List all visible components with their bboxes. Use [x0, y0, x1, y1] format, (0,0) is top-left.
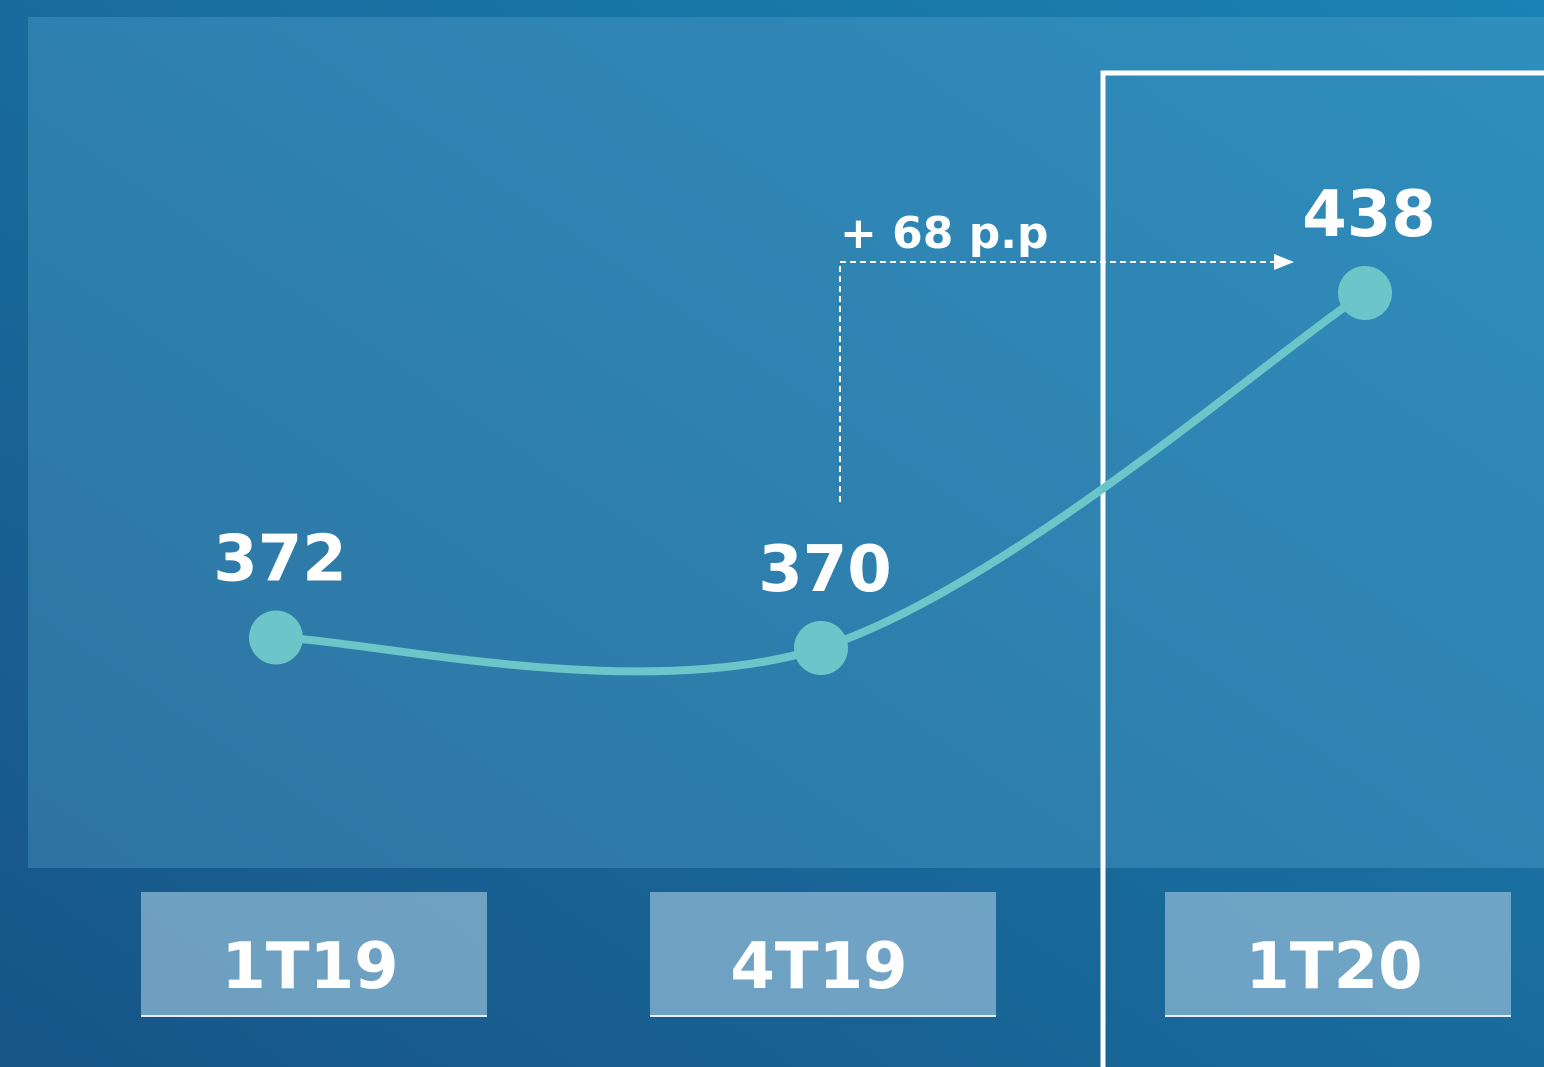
point	[249, 611, 303, 665]
point	[794, 621, 848, 675]
value-label: 370	[758, 533, 892, 607]
point	[1338, 266, 1392, 320]
chart: + 68 p.p 372 370 438 1T19 4T19 1T20	[0, 0, 1544, 1067]
x-tick-label: 1T20	[1245, 930, 1422, 1004]
x-tick-label: 4T19	[730, 930, 907, 1004]
annotation: + 68 p.p	[840, 208, 1048, 259]
value-label: 438	[1302, 178, 1436, 252]
value-label: 372	[213, 523, 347, 597]
panel	[28, 17, 1544, 868]
x-tick-label: 1T19	[221, 930, 398, 1004]
